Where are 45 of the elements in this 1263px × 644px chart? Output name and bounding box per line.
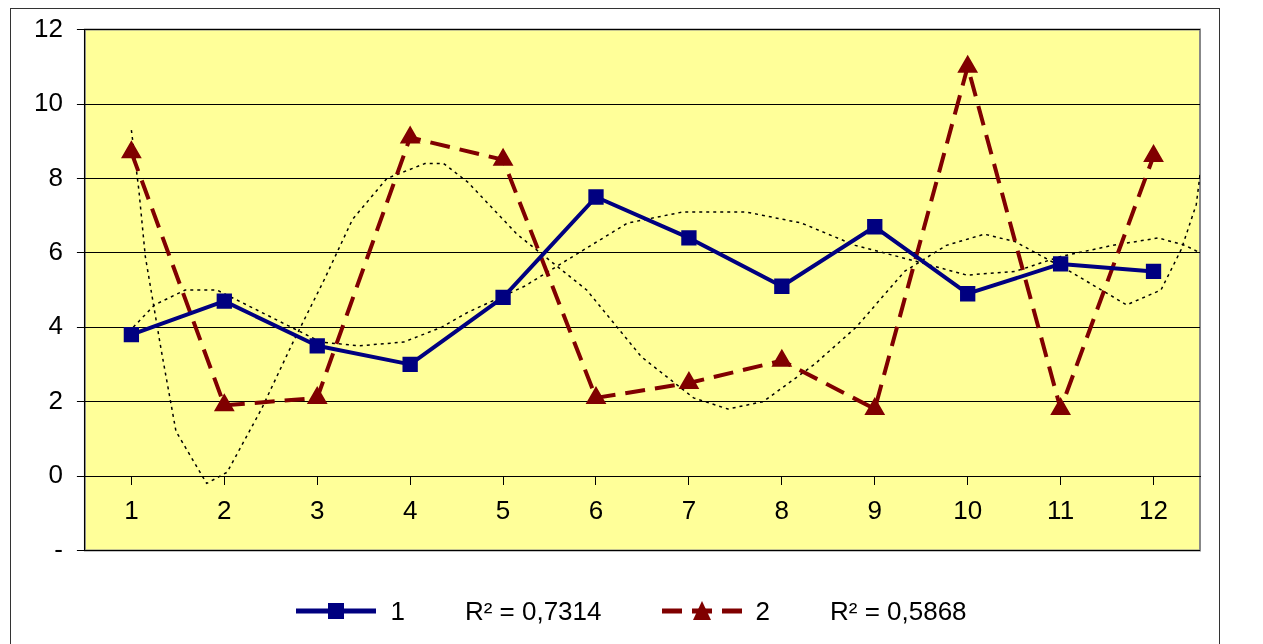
point [588,189,604,205]
point [587,387,605,404]
x-tick-label: 11 [1047,494,1075,525]
point [960,286,976,302]
y-tick-label: 4 [48,310,63,341]
x-tick-label: 9 [867,494,882,525]
y-tick-label: 8 [48,161,63,192]
point [215,395,234,412]
point [774,278,790,294]
point [216,293,232,309]
point [122,142,141,159]
x-tick-label: 5 [495,494,511,525]
point [402,356,418,373]
point [401,127,420,144]
x-tick-label: 8 [774,494,790,525]
point [123,326,140,343]
text: R² = 0,7314 [464,595,602,627]
legend-label: 2 [755,595,770,627]
point [865,399,884,416]
y-tick-label: 12 [34,12,63,43]
x-tick-label: 10 [953,494,983,525]
x-tick-label: 1 [124,494,139,525]
point [495,289,511,306]
x-tick-label: 6 [588,494,604,525]
y-tick-label: 0 [48,459,63,490]
x-tick-label: 12 [1139,494,1168,525]
x-tick-label: 7 [681,494,697,525]
y-tick-label: 10 [34,87,63,118]
point [1051,399,1070,416]
point [681,230,697,246]
point [867,219,883,235]
point [679,373,698,389]
y-tick-label: - [54,533,63,564]
text: R² = 0,5868 [829,595,967,627]
y-tick-label: 2 [48,384,63,415]
point [309,338,325,354]
x-tick-label: 2 [217,494,232,525]
x-tick-label: 3 [309,494,325,525]
x-tick-label: 4 [402,494,418,525]
point [1052,256,1069,272]
point [308,387,327,404]
legend-label: 1 [390,595,405,627]
point [1144,146,1163,163]
point [1145,263,1162,280]
y-tick-label: 6 [48,235,63,266]
